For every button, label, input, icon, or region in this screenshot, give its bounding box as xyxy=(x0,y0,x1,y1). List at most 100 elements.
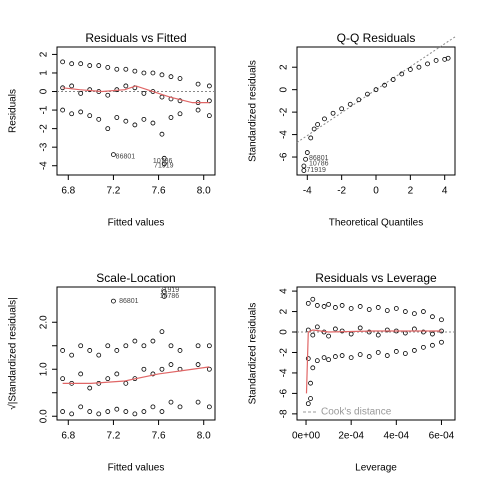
point xyxy=(159,94,165,100)
point xyxy=(347,101,353,107)
point xyxy=(310,296,316,302)
point xyxy=(96,411,102,417)
point xyxy=(445,55,451,61)
point xyxy=(393,349,399,354)
point xyxy=(141,409,147,414)
point xyxy=(69,83,75,89)
x-tick-label: 8.0 xyxy=(197,431,211,442)
point xyxy=(78,90,84,96)
point xyxy=(348,355,354,360)
point xyxy=(141,366,147,372)
point xyxy=(141,116,147,122)
point xyxy=(382,82,387,88)
point xyxy=(310,332,316,338)
y-tick-label: 1.0 xyxy=(39,362,50,376)
point xyxy=(132,411,138,417)
y-tick-label: 0 xyxy=(279,86,290,92)
point xyxy=(366,307,372,312)
x-tick-label: 7.6 xyxy=(152,431,166,442)
y-tick-label: -3 xyxy=(39,142,50,151)
y-tick-label: 1 xyxy=(39,70,50,76)
point xyxy=(123,66,129,72)
point xyxy=(304,150,310,155)
point xyxy=(78,371,84,377)
point xyxy=(150,371,156,377)
point xyxy=(177,348,183,353)
point xyxy=(150,70,156,76)
y-tick-label: -2 xyxy=(279,348,290,357)
point xyxy=(123,83,129,89)
point xyxy=(161,293,167,299)
y-tick-label: -1 xyxy=(39,105,50,114)
point xyxy=(375,350,381,355)
point xyxy=(308,396,313,401)
point xyxy=(87,385,93,391)
x-tick-label: -2 xyxy=(337,186,346,197)
point xyxy=(439,317,444,323)
point xyxy=(375,305,381,310)
point xyxy=(114,348,120,353)
point xyxy=(332,354,338,359)
point xyxy=(141,70,147,76)
y-tick-label: 0 xyxy=(279,329,290,335)
x-tick-label: 0 xyxy=(373,186,379,197)
point xyxy=(430,331,435,337)
point xyxy=(402,309,408,314)
point xyxy=(314,303,320,308)
point xyxy=(330,110,336,116)
point xyxy=(60,409,66,414)
point xyxy=(105,92,111,98)
point xyxy=(430,314,435,320)
point xyxy=(87,409,93,414)
point xyxy=(105,65,111,70)
point xyxy=(114,66,120,72)
point xyxy=(150,89,156,94)
point-label: 86801 xyxy=(119,298,139,305)
point xyxy=(390,77,396,82)
point xyxy=(195,81,201,87)
point xyxy=(322,116,327,122)
point xyxy=(177,98,183,104)
point xyxy=(425,61,430,67)
point xyxy=(123,118,129,124)
x-axis-label: Fitted values xyxy=(108,218,165,229)
point xyxy=(177,404,183,410)
point xyxy=(123,343,129,349)
point xyxy=(96,352,102,358)
point xyxy=(411,311,417,317)
point xyxy=(311,126,317,132)
point xyxy=(407,67,413,72)
y-tick-label: -2 xyxy=(279,107,290,116)
y-tick-label: -8 xyxy=(279,409,290,418)
point xyxy=(159,366,165,372)
point xyxy=(78,343,84,349)
point xyxy=(339,328,345,334)
point xyxy=(206,83,212,89)
point xyxy=(310,365,316,371)
point xyxy=(357,352,363,357)
x-tick-label: 7.2 xyxy=(106,186,120,197)
point xyxy=(168,343,174,349)
point xyxy=(375,332,381,338)
point xyxy=(60,107,66,113)
point xyxy=(314,324,320,330)
point xyxy=(60,59,66,65)
point xyxy=(114,115,120,120)
point xyxy=(161,155,167,161)
point xyxy=(420,344,426,350)
point xyxy=(87,87,93,93)
point xyxy=(195,107,201,113)
point xyxy=(305,401,311,407)
point xyxy=(430,342,435,348)
point xyxy=(332,326,338,332)
y-tick-label: 0.0 xyxy=(39,409,50,423)
point xyxy=(348,331,354,337)
point xyxy=(314,358,320,364)
point xyxy=(365,91,370,97)
x-tick-label: 7.2 xyxy=(106,431,120,442)
y-tick-label: 2 xyxy=(279,308,290,314)
point xyxy=(105,126,111,132)
point xyxy=(206,113,212,119)
point xyxy=(87,348,93,353)
point xyxy=(111,152,116,157)
